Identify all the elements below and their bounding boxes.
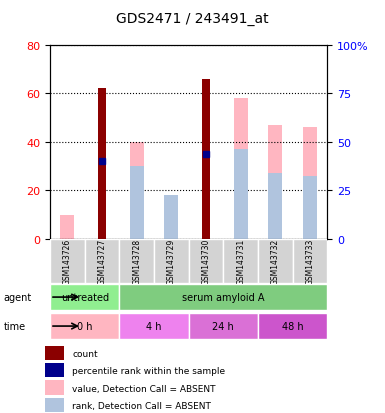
Bar: [130, 142, 144, 240]
FancyBboxPatch shape: [223, 240, 258, 283]
FancyBboxPatch shape: [85, 240, 119, 283]
FancyBboxPatch shape: [293, 240, 327, 283]
Text: agent: agent: [4, 292, 32, 302]
Bar: [45, 346, 64, 360]
FancyBboxPatch shape: [189, 313, 258, 339]
FancyBboxPatch shape: [50, 313, 119, 339]
Bar: [303, 128, 317, 240]
FancyBboxPatch shape: [258, 313, 327, 339]
Bar: [45, 380, 64, 395]
Text: GDS2471 / 243491_at: GDS2471 / 243491_at: [116, 12, 269, 26]
Text: GSM143727: GSM143727: [97, 238, 107, 284]
Text: GSM143732: GSM143732: [271, 238, 280, 284]
Bar: [202, 79, 210, 240]
FancyBboxPatch shape: [189, 240, 223, 283]
Bar: [268, 174, 282, 240]
Text: count: count: [72, 349, 98, 358]
Text: serum amyloid A: serum amyloid A: [182, 292, 264, 302]
Text: 0 h: 0 h: [77, 321, 92, 331]
Bar: [45, 363, 64, 377]
Bar: [60, 215, 74, 240]
Text: GSM143726: GSM143726: [63, 238, 72, 284]
Text: GSM143731: GSM143731: [236, 238, 245, 284]
Bar: [164, 201, 178, 240]
Text: GSM143733: GSM143733: [305, 238, 315, 285]
FancyBboxPatch shape: [119, 240, 154, 283]
Text: GSM143729: GSM143729: [167, 238, 176, 284]
Text: 24 h: 24 h: [213, 321, 234, 331]
FancyBboxPatch shape: [119, 313, 189, 339]
FancyBboxPatch shape: [119, 284, 327, 311]
Text: percentile rank within the sample: percentile rank within the sample: [72, 367, 226, 375]
Bar: [234, 150, 248, 240]
Text: GSM143730: GSM143730: [201, 238, 211, 285]
FancyBboxPatch shape: [50, 284, 119, 311]
Text: value, Detection Call = ABSENT: value, Detection Call = ABSENT: [72, 384, 216, 393]
Bar: [130, 167, 144, 240]
Text: 4 h: 4 h: [146, 321, 162, 331]
Text: rank, Detection Call = ABSENT: rank, Detection Call = ABSENT: [72, 401, 211, 410]
Bar: [164, 196, 178, 240]
Text: untreated: untreated: [61, 292, 109, 302]
FancyBboxPatch shape: [50, 240, 85, 283]
Text: 48 h: 48 h: [282, 321, 303, 331]
Bar: [303, 176, 317, 240]
Bar: [98, 89, 106, 240]
FancyBboxPatch shape: [258, 240, 293, 283]
Bar: [268, 126, 282, 240]
Text: GSM143728: GSM143728: [132, 238, 141, 284]
Text: time: time: [4, 321, 26, 331]
FancyBboxPatch shape: [154, 240, 189, 283]
Bar: [45, 398, 64, 412]
Bar: [234, 99, 248, 240]
